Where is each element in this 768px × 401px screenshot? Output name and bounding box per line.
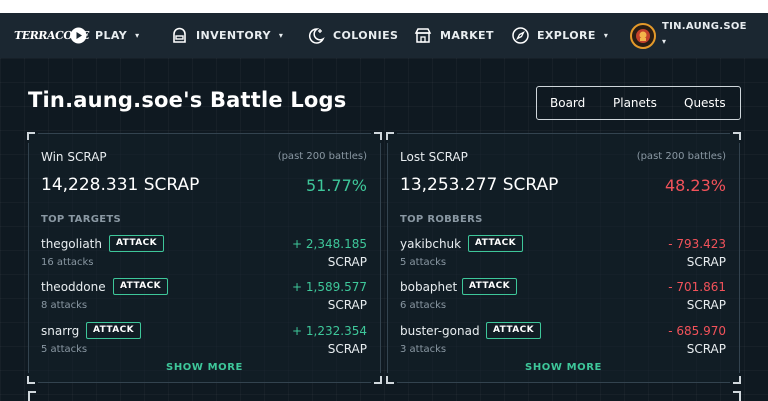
nav-colonies[interactable]: COLONIES <box>307 13 398 58</box>
nav-inventory-label: INVENTORY <box>196 29 271 42</box>
colonies-icon <box>308 28 325 44</box>
scrap-unit: SCRAP <box>327 298 367 312</box>
nav-play-label: PLAY <box>95 29 128 42</box>
tab-planets[interactable]: Planets <box>613 96 657 110</box>
attack-count: 6 attacks <box>400 300 447 311</box>
section-label: TOP TARGETS <box>41 214 121 225</box>
scrap-unit: SCRAP <box>327 255 367 269</box>
panel-edge <box>38 382 371 383</box>
inventory-icon <box>173 27 186 43</box>
navbar: TERRACORE PLAY ▾ INVENTORY ▾ COLONIES MA… <box>0 13 768 58</box>
nav-colonies-label: COLONIES <box>333 29 399 42</box>
table-row: thegoliath ATTACK 16 attacks + 2,348.185… <box>28 235 381 277</box>
attack-button[interactable]: ATTACK <box>109 235 164 252</box>
chevron-down-icon: ▾ <box>603 31 609 40</box>
lost-total: 13,253.277 SCRAP <box>400 175 559 195</box>
panel-edge <box>38 133 371 134</box>
panel-edge <box>397 133 730 134</box>
avatar[interactable] <box>630 23 656 49</box>
panel-corner <box>27 132 35 140</box>
lost-scrap-panel: Lost SCRAP (past 200 battles) 13,253.277… <box>386 132 741 384</box>
player-name[interactable]: snarrg <box>41 324 80 338</box>
panel-edge <box>739 143 740 373</box>
panel-corner <box>733 132 741 140</box>
attack-count: 5 attacks <box>400 257 447 268</box>
table-row: bobaphet ATTACK 6 attacks - 701.861 SCRA… <box>387 278 740 320</box>
panel-corner <box>386 132 394 140</box>
scrap-amount: - 685.970 <box>668 324 726 338</box>
panel-edge <box>28 143 29 373</box>
scrap-unit: SCRAP <box>686 255 726 269</box>
section-label: TOP ROBBERS <box>400 214 483 225</box>
show-more-button[interactable]: SHOW MORE <box>525 362 602 373</box>
win-percent: 51.77% <box>305 176 367 195</box>
chevron-down-icon[interactable]: ▾ <box>662 37 667 46</box>
play-icon <box>70 27 87 44</box>
nav-market[interactable]: MARKET <box>414 13 494 58</box>
attack-button[interactable]: ATTACK <box>486 322 541 339</box>
avatar-icon <box>636 29 650 43</box>
attack-count: 5 attacks <box>41 344 88 355</box>
table-row: yakibchuk ATTACK 5 attacks - 793.423 SCR… <box>387 235 740 277</box>
nav-inventory[interactable]: INVENTORY ▾ <box>171 13 283 58</box>
player-name[interactable]: yakibchuk <box>400 237 462 251</box>
attack-button[interactable]: ATTACK <box>113 278 168 295</box>
scrap-amount: + 2,348.185 <box>292 237 367 251</box>
attack-button[interactable]: ATTACK <box>468 235 523 252</box>
lost-percent: 48.23% <box>664 176 726 195</box>
table-row: snarrg ATTACK 5 attacks + 1,232.354 SCRA… <box>28 322 381 364</box>
scrap-amount: + 1,232.354 <box>292 324 367 338</box>
next-panel-corner <box>28 391 36 401</box>
attack-button[interactable]: ATTACK <box>462 278 517 295</box>
tab-board[interactable]: Board <box>550 96 586 110</box>
attack-count: 16 attacks <box>41 257 94 268</box>
chevron-down-icon: ▾ <box>135 31 140 40</box>
explore-icon <box>512 27 529 44</box>
panel-edge <box>387 143 388 373</box>
panel-corner <box>374 132 382 140</box>
panel-title: Win SCRAP <box>41 150 107 164</box>
table-row: theoddone ATTACK 8 attacks + 1,589.577 S… <box>28 278 381 320</box>
tab-quests[interactable]: Quests <box>684 96 726 110</box>
attack-button[interactable]: ATTACK <box>86 322 141 339</box>
attack-count: 3 attacks <box>400 344 447 355</box>
win-total: 14,228.331 SCRAP <box>41 175 200 195</box>
scrap-amount: - 793.423 <box>668 237 726 251</box>
panel-edge <box>397 382 730 383</box>
scrap-unit: SCRAP <box>686 342 726 356</box>
nav-explore-label: EXPLORE <box>537 29 596 42</box>
username[interactable]: TIN.AUNG.SOE <box>662 21 747 32</box>
panel-corner <box>733 376 741 384</box>
panel-corner <box>27 376 35 384</box>
chevron-down-icon: ▾ <box>278 31 284 40</box>
player-name[interactable]: theoddone <box>41 280 106 294</box>
nav-play[interactable]: PLAY ▾ <box>70 13 140 58</box>
next-panel-corner <box>733 391 741 401</box>
panel-corner <box>386 376 394 384</box>
scrap-amount: + 1,589.577 <box>292 280 367 294</box>
panel-subtitle: (past 200 battles) <box>277 151 367 162</box>
view-tabs: Board Planets Quests <box>536 86 741 120</box>
page-title: Tin.aung.soe's Battle Logs <box>28 88 347 112</box>
player-name[interactable]: bobaphet <box>400 280 458 294</box>
scrap-amount: - 701.861 <box>668 280 726 294</box>
player-name[interactable]: thegoliath <box>41 237 102 251</box>
win-scrap-panel: Win SCRAP (past 200 battles) 14,228.331 … <box>27 132 382 384</box>
nav-explore[interactable]: EXPLORE ▾ <box>512 13 608 58</box>
scrap-unit: SCRAP <box>327 342 367 356</box>
market-icon <box>414 28 432 43</box>
top-strip <box>0 0 768 13</box>
panel-subtitle: (past 200 battles) <box>636 151 726 162</box>
show-more-button[interactable]: SHOW MORE <box>166 362 243 373</box>
nav-market-label: MARKET <box>440 29 494 42</box>
panel-title: Lost SCRAP <box>400 150 468 164</box>
panel-corner <box>374 376 382 384</box>
panel-edge <box>380 143 381 373</box>
scrap-unit: SCRAP <box>686 298 726 312</box>
attack-count: 8 attacks <box>41 300 88 311</box>
player-name[interactable]: buster-gonad <box>400 324 480 338</box>
table-row: buster-gonad ATTACK 3 attacks - 685.970 … <box>387 322 740 364</box>
